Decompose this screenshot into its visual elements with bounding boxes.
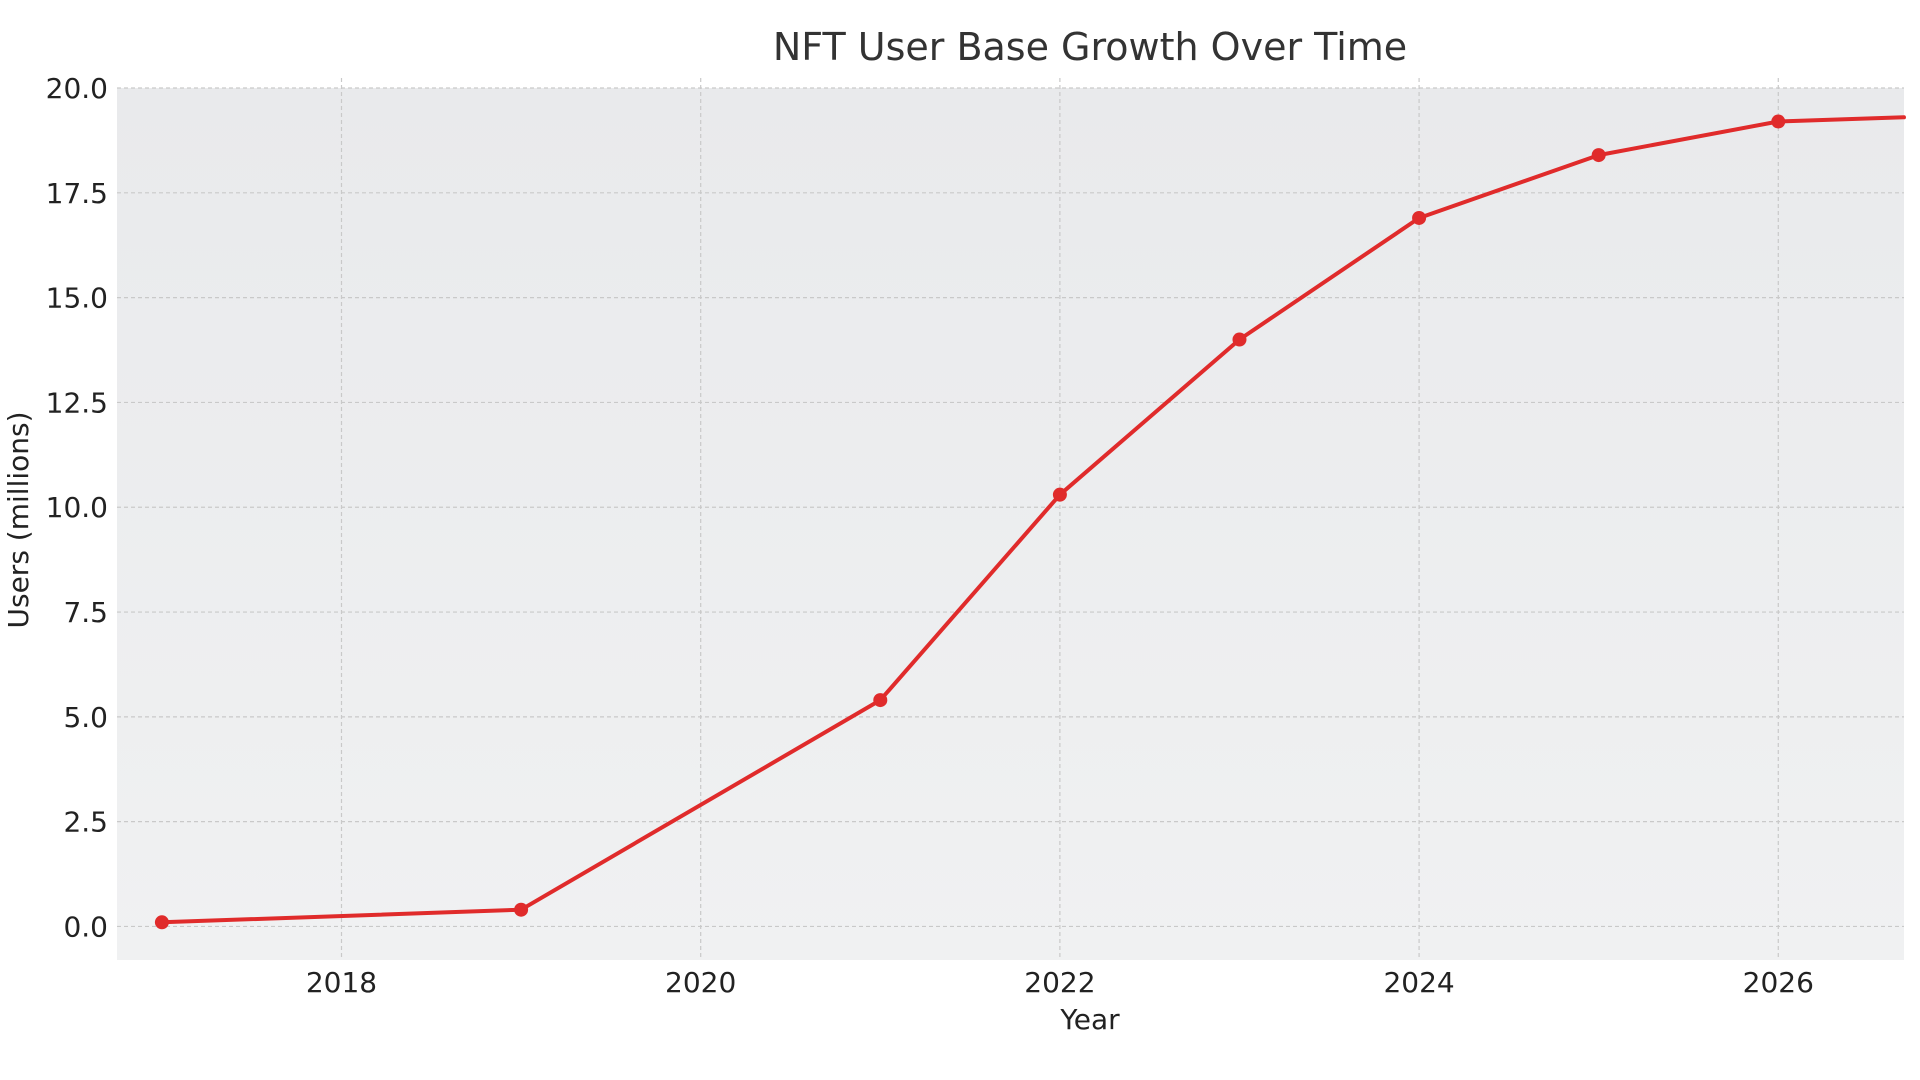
x-tick-labels: 2018 2020 2022 2024 2026 (306, 966, 1814, 999)
plot-background (117, 88, 1904, 960)
data-point (1412, 210, 1427, 225)
y-tick-label: 0.0 (63, 910, 108, 943)
x-tick-label: 2024 (1383, 966, 1454, 999)
y-tick-label: 2.5 (63, 806, 108, 839)
x-tick-label: 2018 (306, 966, 377, 999)
data-point (1771, 114, 1786, 129)
y-tick-label: 17.5 (46, 177, 108, 210)
y-tick-label: 15.0 (46, 282, 108, 315)
y-axis-label: Users (millions) (2, 411, 35, 628)
y-tick-label: 20.0 (46, 72, 108, 105)
grid (117, 78, 1904, 960)
series-markers (154, 114, 1786, 930)
data-point (1232, 332, 1247, 347)
data-point (1052, 487, 1067, 502)
x-axis-label: Year (1059, 1003, 1120, 1036)
data-point (154, 915, 169, 930)
data-point (514, 902, 529, 917)
y-tick-labels: 0.0 2.5 5.0 7.5 10.0 12.5 15.0 17.5 20.0 (46, 72, 108, 943)
y-tick-label: 12.5 (46, 386, 108, 419)
y-tick-label: 5.0 (63, 701, 108, 734)
y-tick-label: 10.0 (46, 491, 108, 524)
data-point (873, 693, 888, 708)
x-tick-label: 2026 (1743, 966, 1814, 999)
chart-title: NFT User Base Growth Over Time (773, 25, 1407, 69)
x-tick-label: 2022 (1024, 966, 1095, 999)
y-tick-label: 7.5 (63, 596, 108, 629)
data-point (1591, 148, 1606, 163)
x-tick-label: 2020 (665, 966, 736, 999)
